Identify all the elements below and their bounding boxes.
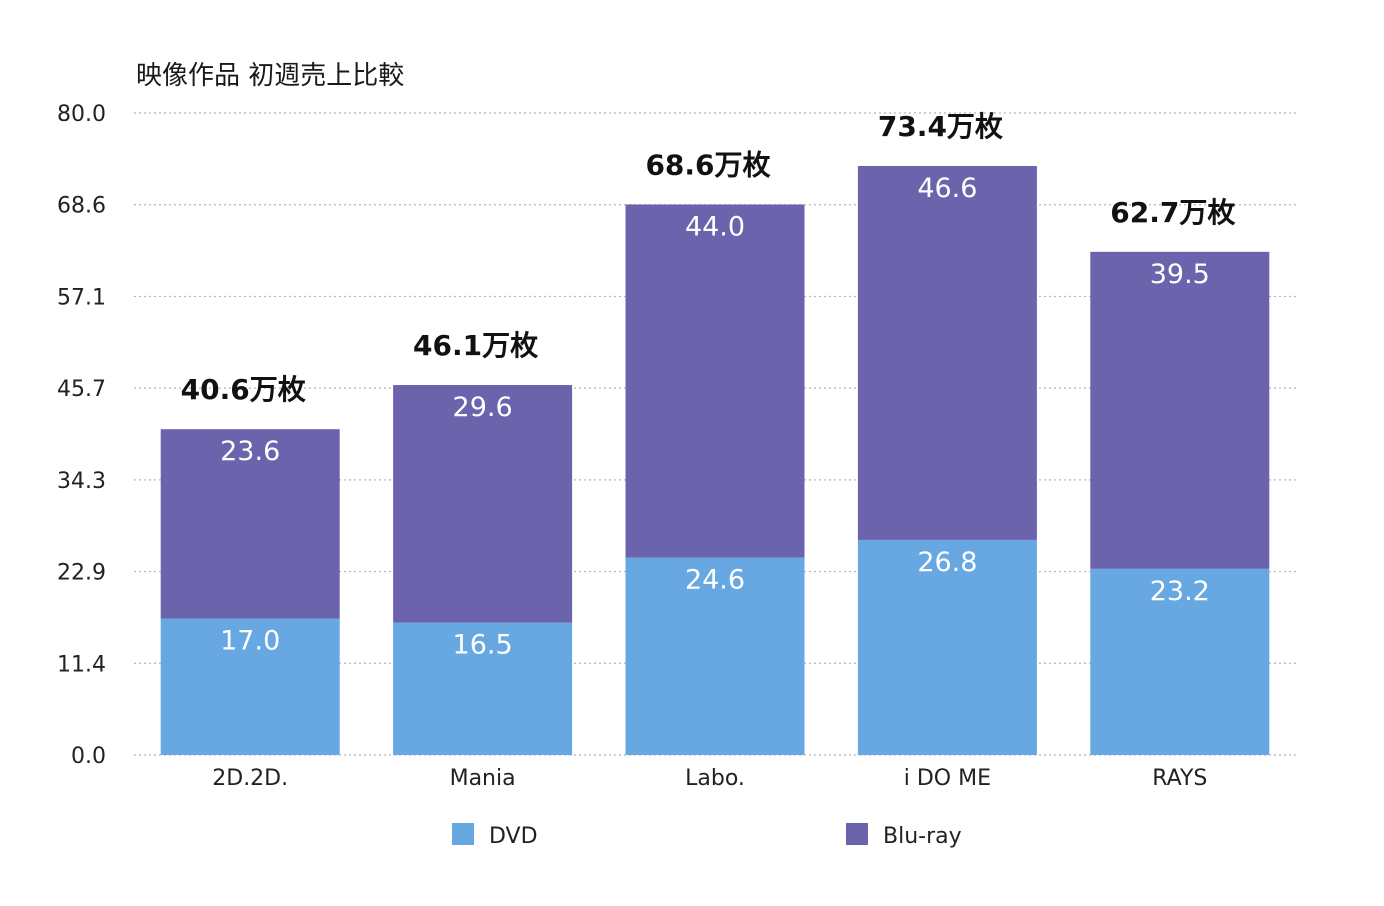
legend-label: Blu-ray (883, 824, 962, 849)
legend-swatch-dvd (452, 823, 474, 845)
y-axis: 0.0 11.4 22.9 34.3 45.7 57.1 68.6 80.0 (57, 102, 106, 769)
y-tick-label: 34.3 (57, 469, 106, 494)
y-tick-label: 68.6 (57, 194, 106, 219)
x-category-label: RAYS (1152, 766, 1207, 791)
bar-segment-blu-ray (857, 165, 1037, 540)
y-tick-label: 11.4 (57, 652, 106, 677)
bar-segment-dvd (625, 557, 805, 755)
legend-label: DVD (489, 824, 538, 849)
segment-value-label: 46.6 (917, 173, 977, 204)
segment-value-label: 23.2 (1150, 576, 1210, 607)
segment-value-label: 23.6 (220, 436, 280, 467)
segment-value-label: 26.8 (917, 547, 977, 578)
y-tick-label: 80.0 (57, 102, 106, 127)
segment-value-label: 44.0 (685, 211, 745, 242)
bar-total-label: 46.1万枚 (413, 329, 538, 362)
segment-value-label: 16.5 (453, 630, 513, 661)
x-category-label: Labo. (685, 766, 745, 791)
y-tick-label: 0.0 (71, 744, 106, 769)
x-category-label: Mania (450, 766, 516, 791)
bar-segment-dvd (393, 622, 573, 755)
bar-total-label: 40.6万枚 (181, 373, 306, 406)
segment-value-label: 17.0 (220, 626, 280, 657)
x-category-label: 2D.2D. (212, 766, 288, 791)
bar-segment-blu-ray (625, 204, 805, 558)
bar-segment-blu-ray (160, 429, 340, 619)
segment-value-label: 29.6 (453, 392, 513, 423)
y-tick-label: 22.9 (57, 561, 106, 586)
segment-value-label: 24.6 (685, 565, 745, 596)
chart-title: 映像作品 初週売上比較 (136, 61, 404, 91)
bar-segment-blu-ray (1090, 251, 1270, 569)
x-axis: 2D.2D. Mania Labo. i DO ME RAYS (212, 766, 1207, 791)
legend-swatch-blu-ray (846, 823, 868, 845)
bar-segment-dvd (160, 618, 340, 755)
bar-total-label: 68.6万枚 (645, 148, 770, 181)
bar-segment-dvd (1090, 568, 1270, 755)
x-category-label: i DO ME (904, 766, 991, 791)
bars: 17.0 23.6 40.6万枚 16.5 29.6 46.1万枚 24.6 44.0 68.6… (160, 110, 1270, 755)
legend: DVD Blu-ray (452, 823, 962, 849)
bar-segment-blu-ray (393, 385, 573, 623)
y-tick-label: 57.1 (57, 285, 106, 310)
segment-value-label: 39.5 (1150, 259, 1210, 290)
bar-segment-dvd (857, 539, 1037, 755)
bar-total-label: 73.4万枚 (878, 110, 1003, 143)
y-tick-label: 45.7 (57, 377, 106, 402)
bar-total-label: 62.7万枚 (1110, 196, 1235, 229)
